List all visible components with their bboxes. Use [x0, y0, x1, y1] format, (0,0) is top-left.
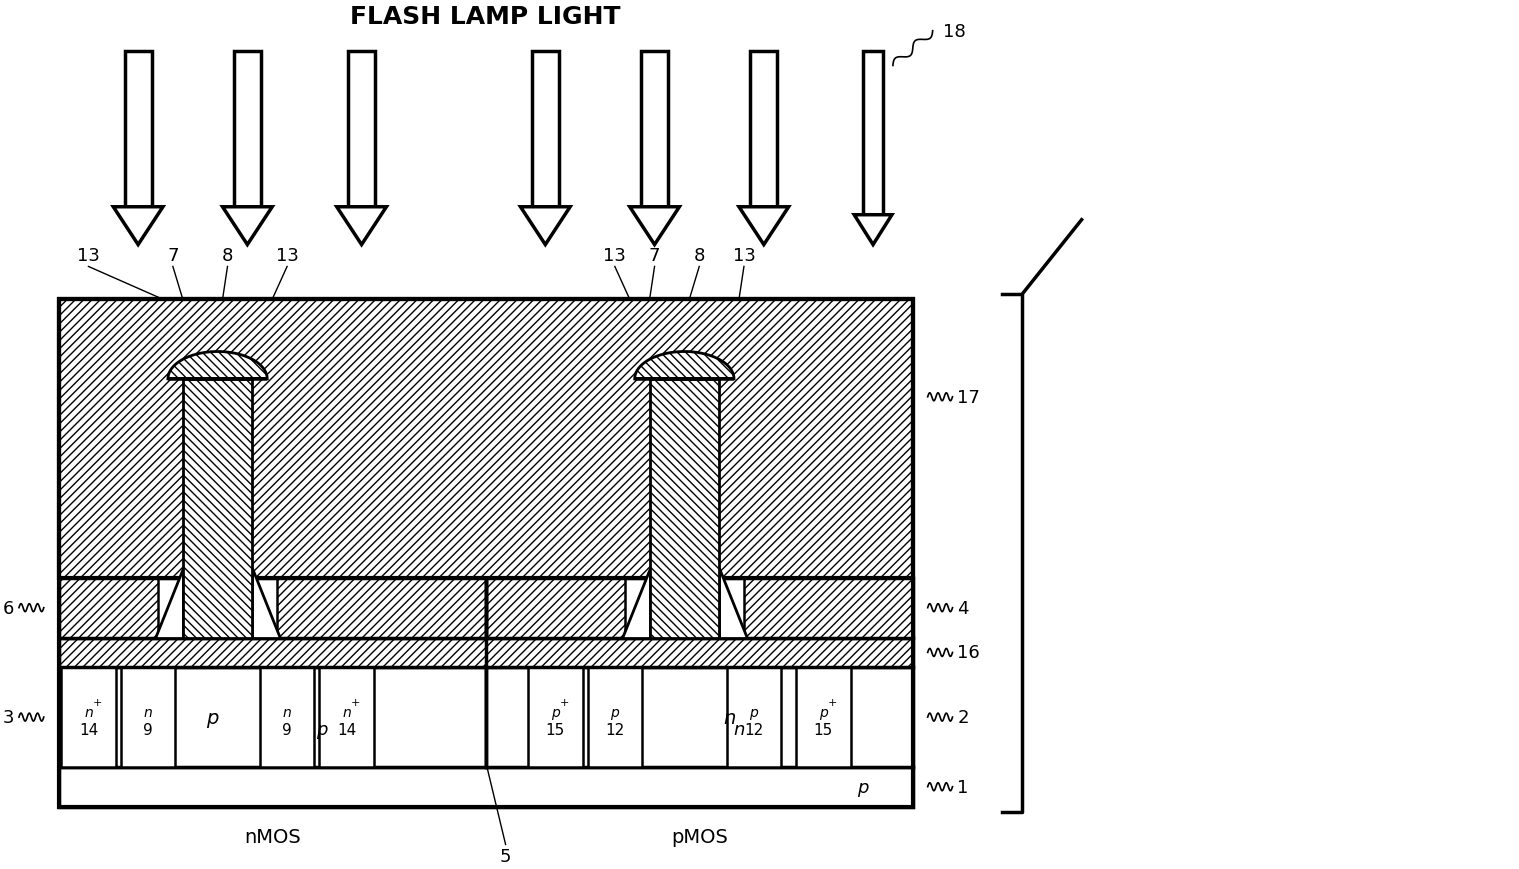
Text: +: +	[351, 697, 360, 707]
Bar	[486, 667, 913, 767]
Bar	[348, 51, 375, 208]
Polygon shape	[114, 208, 163, 245]
Bar	[319, 667, 374, 767]
Bar	[59, 767, 913, 806]
Text: 15: 15	[545, 721, 565, 737]
Polygon shape	[718, 568, 747, 638]
Text: n: n	[734, 720, 744, 738]
Bar	[744, 578, 913, 638]
Text: 13: 13	[603, 247, 626, 265]
Bar	[726, 667, 781, 767]
Text: nMOS: nMOS	[245, 827, 301, 846]
Text: 1: 1	[957, 778, 969, 796]
Text: 3: 3	[3, 708, 14, 726]
Bar	[750, 51, 778, 208]
Polygon shape	[155, 568, 182, 638]
Polygon shape	[630, 208, 679, 245]
Text: n: n	[283, 706, 292, 720]
Text: p: p	[551, 706, 559, 720]
Bar	[588, 667, 643, 767]
Bar	[120, 667, 175, 767]
Text: 4: 4	[957, 599, 969, 617]
Text: 18: 18	[943, 23, 966, 41]
Text: 15: 15	[814, 721, 832, 737]
Text: p: p	[749, 706, 758, 720]
Polygon shape	[621, 568, 650, 638]
Text: 7: 7	[167, 247, 179, 265]
Text: n: n	[84, 706, 93, 720]
Bar	[650, 380, 718, 638]
Text: p: p	[857, 778, 869, 796]
Text: p: p	[819, 706, 828, 720]
Text: 13: 13	[77, 247, 100, 265]
Text: 9: 9	[283, 721, 292, 737]
Polygon shape	[169, 352, 267, 380]
Text: 7: 7	[649, 247, 661, 265]
Text: 17: 17	[957, 388, 980, 407]
Bar	[182, 380, 252, 638]
Bar	[59, 638, 913, 667]
Text: 13: 13	[275, 247, 299, 265]
Bar	[59, 578, 158, 638]
Bar	[260, 667, 314, 767]
Bar	[486, 578, 624, 638]
Polygon shape	[223, 208, 272, 245]
Bar	[863, 51, 883, 216]
Text: +: +	[559, 697, 570, 707]
Polygon shape	[738, 208, 788, 245]
Bar	[59, 300, 913, 806]
Bar	[796, 667, 851, 767]
Text: 9: 9	[143, 721, 153, 737]
Text: 8: 8	[694, 247, 705, 265]
Polygon shape	[521, 208, 570, 245]
Text: 13: 13	[732, 247, 755, 265]
Bar	[125, 51, 152, 208]
Text: n: n	[342, 706, 351, 720]
Text: p: p	[207, 707, 219, 726]
Bar	[59, 578, 486, 638]
Text: FLASH LAMP LIGHT: FLASH LAMP LIGHT	[351, 4, 621, 29]
Bar	[234, 51, 261, 208]
Bar	[59, 667, 486, 767]
Text: 14: 14	[79, 721, 99, 737]
Text: 12: 12	[605, 721, 624, 737]
Text: p: p	[611, 706, 620, 720]
Bar	[532, 51, 559, 208]
Text: +: +	[828, 697, 837, 707]
Text: 6: 6	[3, 599, 14, 617]
Bar	[529, 667, 583, 767]
Text: p: p	[316, 720, 328, 738]
Polygon shape	[854, 216, 892, 245]
Bar	[641, 51, 668, 208]
Bar	[486, 578, 913, 638]
Polygon shape	[252, 568, 279, 638]
Text: n: n	[144, 706, 152, 720]
Polygon shape	[635, 352, 734, 380]
Bar	[61, 667, 115, 767]
Text: 2: 2	[957, 708, 969, 726]
Text: n: n	[723, 707, 735, 726]
Text: 12: 12	[744, 721, 764, 737]
Bar	[59, 300, 913, 578]
Text: 16: 16	[957, 644, 980, 661]
Text: 5: 5	[500, 847, 512, 866]
Polygon shape	[337, 208, 386, 245]
Text: 8: 8	[222, 247, 234, 265]
Text: pMOS: pMOS	[671, 827, 728, 846]
Bar	[276, 578, 486, 638]
Text: 14: 14	[337, 721, 357, 737]
Text: +: +	[93, 697, 102, 707]
